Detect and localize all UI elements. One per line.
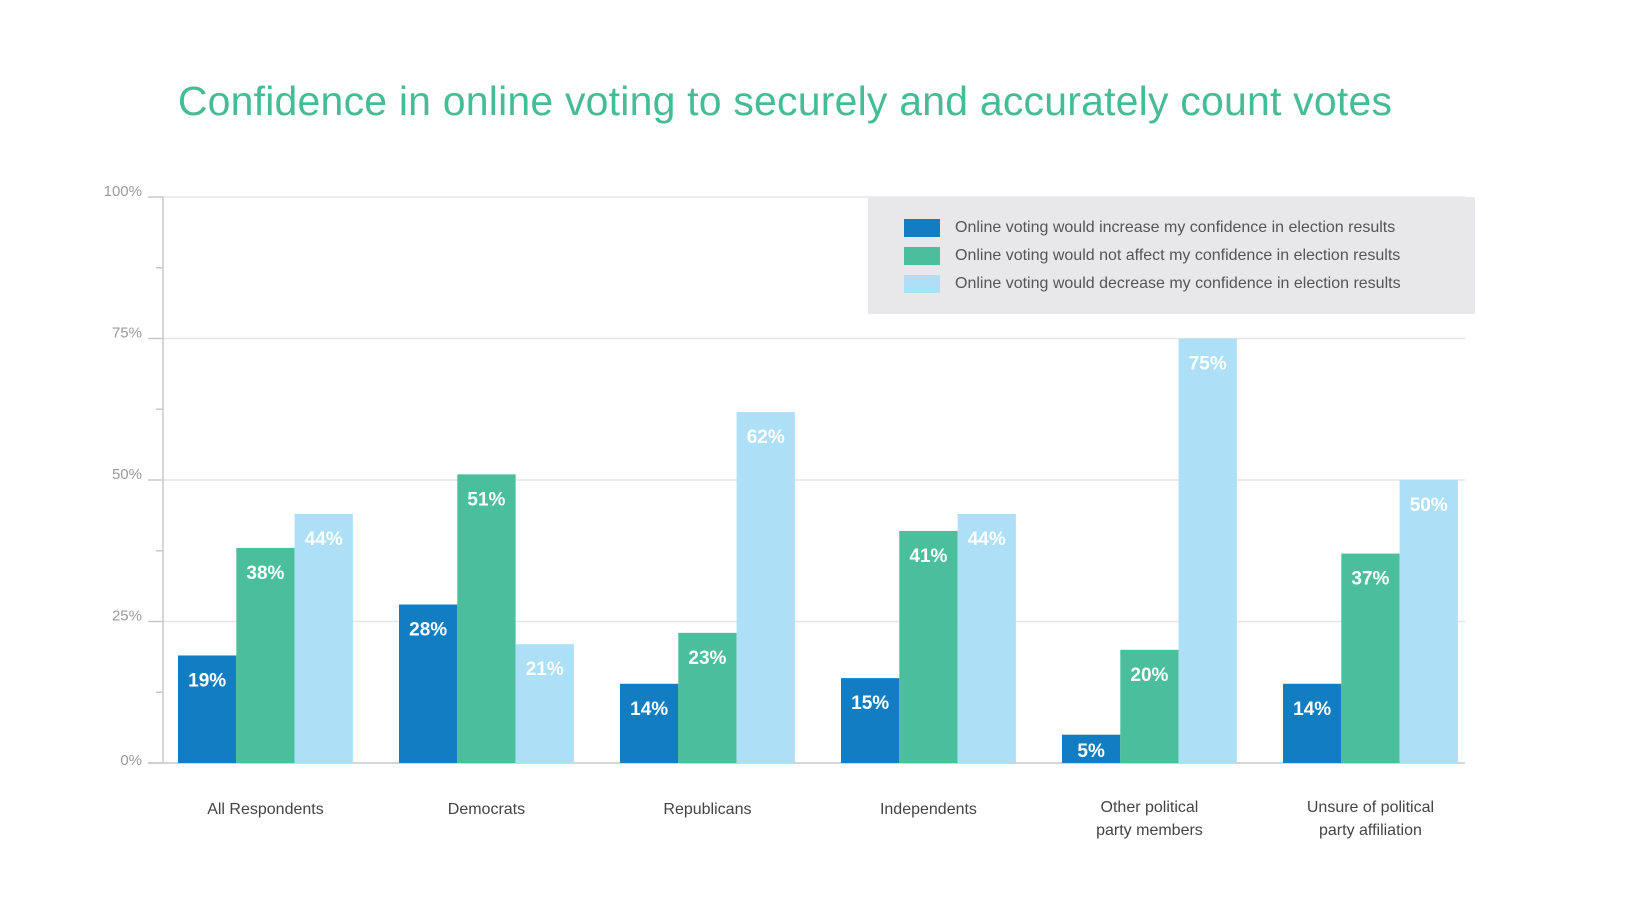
bar [736,412,795,763]
bar-value-label: 5% [1077,741,1105,762]
x-axis-labels: All Respondents Democrats Republicans Indep… [207,799,1434,839]
legend-swatch-no-effect [904,247,940,265]
bars: 19% 38% 44% 28% 51% 21% 14% 23% 62% 15% 41% 44% 5% 20… [178,338,1458,763]
bar-group: 14% 37% 50% [1283,480,1458,763]
y-tick-label: 100% [104,183,142,200]
bar [957,513,1016,763]
legend-item-decrease: Online voting would decrease my confiden… [904,273,1401,295]
x-category-label: party affiliation [1319,822,1422,839]
bar-group: 28% 51% 21% [399,474,574,763]
y-axis: 0% 25% 50% 75% 100% [104,183,1465,769]
bar-value-label: 44% [305,529,343,550]
legend-label-no-effect: Online voting would not affect my confid… [955,247,1401,264]
bar-group: 14% 23% 62% [620,412,795,763]
bar [678,632,737,763]
bar [1062,734,1121,763]
bar-value-label: 14% [630,699,668,720]
y-tick-label: 50% [112,466,142,483]
bar [841,678,900,763]
x-category-label: Republicans [663,801,751,818]
bar-group: 15% 41% 44% [841,513,1016,763]
x-category-label: Independents [880,801,977,818]
chart-title: Confidence in online voting to securely … [177,78,1393,124]
bar [1283,683,1342,763]
x-category-label: Democrats [448,801,525,818]
bar-value-label: 75% [1189,354,1227,375]
y-tick-label: 0% [120,752,142,769]
gridlines [163,196,1465,623]
bar [1399,480,1458,763]
bar [236,547,295,763]
bar-value-label: 15% [851,693,889,714]
x-category-label: Other political [1101,799,1199,816]
legend: Online voting would increase my confiden… [868,197,1475,314]
x-category-label: Unsure of political [1307,799,1434,816]
legend-swatch-increase [904,219,940,237]
bar [1341,553,1400,763]
bar-value-label: 28% [409,620,447,641]
bar-value-label: 62% [747,427,785,448]
bar-value-label: 19% [188,670,226,691]
bar-value-label: 23% [688,648,726,669]
bar [457,474,516,763]
bar [620,683,679,763]
bar-group: 5% 20% 75% [1062,338,1237,763]
bar [899,530,958,763]
bar-value-label: 37% [1351,569,1389,590]
y-tick-label: 75% [112,325,142,342]
bar [515,644,574,763]
x-category-label: All Respondents [207,801,324,818]
bar-value-label: 14% [1293,699,1331,720]
legend-swatch-decrease [904,275,940,293]
legend-label-decrease: Online voting would decrease my confiden… [955,275,1401,292]
bar [178,655,237,763]
legend-label-increase: Online voting would increase my confiden… [955,219,1396,236]
bar-value-label: 20% [1130,665,1168,686]
bar-value-label: 50% [1410,495,1448,516]
bar [294,513,353,763]
bar [1120,649,1179,763]
bar-group: 19% 38% 44% [178,513,353,763]
bar [1178,338,1237,763]
bar-value-label: 38% [246,563,284,584]
x-category-label: party members [1096,822,1203,839]
bar-value-label: 21% [526,659,564,680]
bar-value-label: 44% [968,529,1006,550]
legend-item-no-effect: Online voting would not affect my confid… [904,245,1400,267]
bar-value-label: 51% [467,489,505,510]
bar-value-label: 41% [909,546,947,567]
legend-item-increase: Online voting would increase my confiden… [904,217,1395,239]
bar [399,604,458,763]
y-tick-label: 25% [112,608,142,625]
